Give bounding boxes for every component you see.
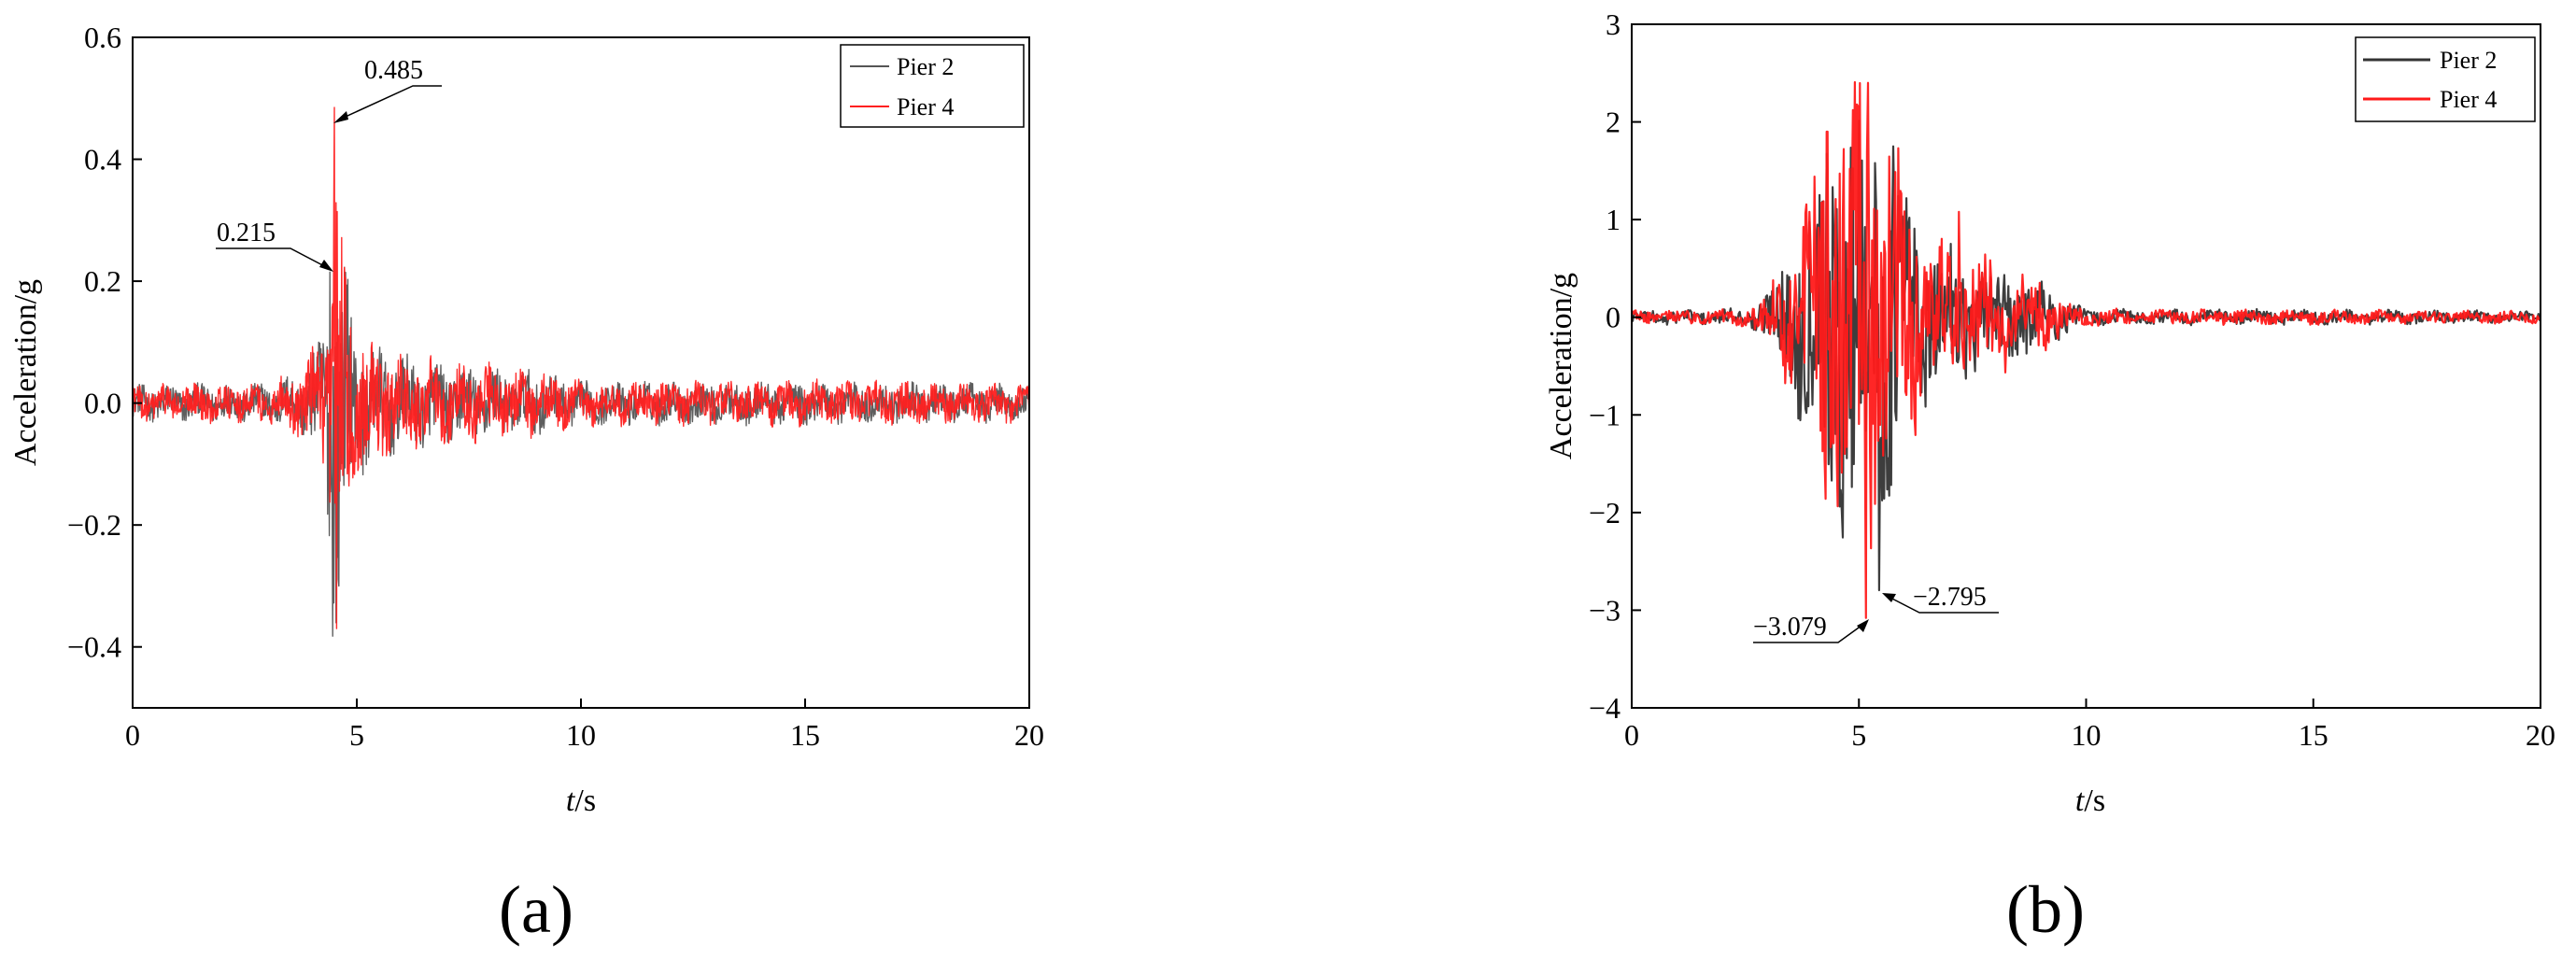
chart-a: 0 5 10 15 20 −0.4 −0.2 0.0 0.2 0.4 0.6 Acceleratio… [8, 21, 1044, 818]
chart-b-series-pier-4 [1631, 80, 2541, 619]
chart-a-xtick-label: 15 [790, 718, 820, 752]
chart-b-xlabel: t/s [2075, 784, 2105, 818]
chart-b-ticks: 0 5 10 15 20 −4 −3 −2 −1 0 1 2 3 [1589, 7, 2555, 752]
chart-b-ylabel: Acceleration/g [1544, 273, 1578, 459]
panel-b-label: (b) [2006, 872, 2085, 947]
chart-a-ticks: 0 5 10 15 20 −0.4 −0.2 0.0 0.2 0.4 0.6 [67, 21, 1044, 752]
chart-b-ytick-label: −4 [1589, 691, 1621, 725]
chart-a-legend-box [840, 44, 1025, 128]
chart-b-xtick-label: 5 [1851, 718, 1866, 752]
chart-a-series-pier-2 [132, 266, 1030, 637]
chart-a-annotation-arrow-0485 [333, 111, 348, 123]
chart-a-legend-label-pier4: Pier 4 [897, 93, 954, 120]
chart-a-annotation-0215: 0.215 [217, 219, 276, 247]
chart-a-annotations: 0.485 0.215 [216, 56, 442, 272]
chart-b-annotation-3079: −3.079 [1753, 613, 1827, 642]
chart-b-signals [1630, 80, 2542, 619]
chart-a-annotation-leader-0215 [216, 247, 331, 270]
chart-a-annotation-0485: 0.485 [364, 56, 423, 85]
chart-a-ytick-label: 0.4 [84, 143, 121, 176]
chart-a-annotation-leader-0485 [336, 85, 442, 121]
chart-a-ytick-label: 0.6 [84, 21, 121, 54]
chart-b-annotation-leader-3079 [1753, 622, 1866, 643]
chart-b-ytick-label: 2 [1606, 106, 1621, 139]
chart-b-annotation-arrow-3079 [1857, 619, 1869, 632]
chart-b-ytick-label: 1 [1606, 203, 1621, 236]
chart-a-legend-label-pier2: Pier 2 [897, 53, 954, 80]
chart-b-ytick-label: −1 [1589, 398, 1621, 431]
chart-b-annotation-2795: −2.795 [1913, 583, 1987, 612]
chart-b-legend-label-pier2: Pier 2 [2440, 47, 2497, 74]
chart-a-signals [132, 106, 1030, 637]
chart-a-series-pier-4 [132, 106, 1030, 629]
chart-b-annotation-leader-2795 [1886, 595, 1999, 614]
chart-a-ytick-label: −0.4 [67, 630, 121, 664]
chart-a-ytick-label: 0.2 [84, 264, 121, 298]
chart-b-xtick-label: 15 [2299, 718, 2328, 752]
chart-a-xtick-label: 10 [566, 718, 596, 752]
chart-a-ytick-label: −0.2 [67, 508, 121, 542]
chart-b-xtick-label: 10 [2072, 718, 2102, 752]
chart-b-ytick-label: −2 [1589, 496, 1621, 529]
chart-b-annotations: −3.079 −2.795 [1753, 583, 1999, 643]
chart-a-xlabel: t/s [566, 784, 596, 818]
panel-a-label: (a) [499, 872, 573, 947]
chart-a-xtick-label: 0 [125, 718, 140, 752]
chart-a-legend: Pier 2 Pier 4 [840, 44, 1025, 128]
chart-a-ylabel: Acceleration/g [8, 279, 43, 466]
chart-a-xtick-label: 5 [349, 718, 364, 752]
chart-b-xtick-label: 20 [2526, 718, 2555, 752]
chart-a-plot-frame [132, 36, 1030, 709]
chart-a-xtick-label: 20 [1014, 718, 1044, 752]
chart-b-ytick-label: 3 [1606, 7, 1621, 41]
chart-a-ytick-label: 0.0 [84, 387, 121, 420]
chart-b-ytick-label: −3 [1589, 593, 1621, 627]
chart-b-plot-frame [1631, 23, 2541, 709]
chart-b-ytick-label: 0 [1606, 301, 1621, 334]
chart-b-xtick-label: 0 [1624, 718, 1639, 752]
chart-b-annotation-arrow-2795 [1882, 593, 1896, 602]
chart-a-annotation-arrow-0215 [319, 260, 333, 272]
chart-b-legend-label-pier4: Pier 4 [2440, 86, 2497, 113]
chart-b-series-pier-2 [1630, 120, 2542, 592]
chart-b-legend-box [2355, 36, 2536, 122]
chart-b-legend: Pier 2 Pier 4 [2355, 36, 2536, 122]
